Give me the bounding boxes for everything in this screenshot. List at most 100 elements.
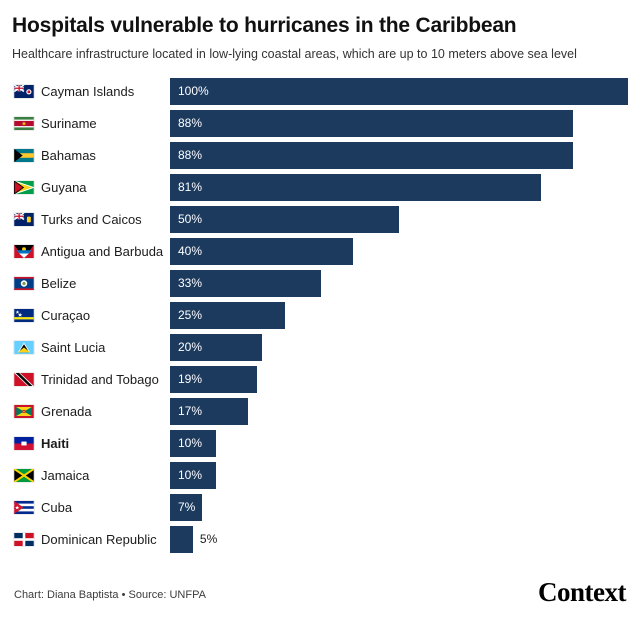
bar-track: 33%: [170, 269, 628, 297]
bar-track: 50%: [170, 205, 628, 233]
country-label: Guyana: [41, 179, 87, 195]
flag-grenada-icon: [14, 404, 34, 418]
flag-curacao-icon: [14, 308, 34, 322]
chart-row: Belize 33%: [12, 267, 628, 299]
country-label: Haiti: [41, 435, 70, 451]
bar-track: 5%: [170, 525, 628, 553]
value-label: 19%: [178, 372, 203, 386]
value-label: 10%: [178, 468, 203, 482]
row-label-cell: Suriname: [12, 116, 170, 131]
value-label: 7%: [178, 500, 196, 514]
chart-row: Antigua and Barbuda 40%: [12, 235, 628, 267]
country-label: Saint Lucia: [41, 339, 106, 355]
row-label-cell: Dominican Republic: [12, 532, 170, 547]
bar: 19%: [170, 365, 258, 393]
row-label-cell: Haiti: [12, 436, 170, 451]
chart-row: Haiti 10%: [12, 427, 628, 459]
flag-jamaica-icon: [14, 468, 34, 482]
chart-row: Suriname 88%: [12, 107, 628, 139]
bar: 10%: [170, 461, 216, 489]
chart-credit: Chart: Diana Baptista • Source: UNFPA: [14, 589, 206, 601]
bar: 50%: [170, 205, 399, 233]
chart-row: Dominican Republic 5%: [12, 523, 628, 555]
country-label: Bahamas: [41, 147, 96, 163]
bar: 100%: [170, 77, 628, 105]
country-label: Belize: [41, 275, 77, 291]
bar: 7%: [170, 493, 203, 521]
bar-track: 7%: [170, 493, 628, 521]
flag-cuba-icon: [14, 500, 34, 514]
chart-row: Cuba 7%: [12, 491, 628, 523]
value-label: 88%: [178, 148, 203, 162]
flag-suriname-icon: [14, 116, 34, 130]
row-label-cell: Trinidad and Tobago: [12, 372, 170, 387]
bar: 17%: [170, 397, 248, 425]
flag-cayman-icon: [14, 84, 34, 98]
row-label-cell: Grenada: [12, 404, 170, 419]
value-label: 10%: [178, 436, 203, 450]
chart-row: Saint Lucia 20%: [12, 331, 628, 363]
country-label: Turks and Caicos: [41, 211, 142, 227]
country-label: Grenada: [41, 403, 92, 419]
country-label: Curaçao: [41, 307, 91, 323]
country-label: Cuba: [41, 499, 73, 515]
value-label: 50%: [178, 212, 203, 226]
country-label: Jamaica: [41, 467, 90, 483]
bar-track: 10%: [170, 461, 628, 489]
context-logo: Context: [538, 577, 626, 607]
chart-row: Bahamas 88%: [12, 139, 628, 171]
chart-row: Curaçao 25%: [12, 299, 628, 331]
row-label-cell: Saint Lucia: [12, 340, 170, 355]
flag-saintlucia-icon: [14, 340, 34, 354]
bar: 88%: [170, 109, 574, 137]
flag-trinidad-icon: [14, 372, 34, 386]
chart-row: Grenada 17%: [12, 395, 628, 427]
bar: 20%: [170, 333, 262, 361]
chart-row: Trinidad and Tobago 19%: [12, 363, 628, 395]
bar-track: 88%: [170, 141, 628, 169]
value-label: 100%: [178, 84, 209, 98]
bar: 81%: [170, 173, 541, 201]
row-label-cell: Antigua and Barbuda: [12, 244, 170, 259]
country-label: Suriname: [41, 115, 97, 131]
chart-row: Cayman Islands 100%: [12, 75, 628, 107]
chart-title: Hospitals vulnerable to hurricanes in th…: [12, 14, 517, 37]
bar: 88%: [170, 141, 574, 169]
country-label: Cayman Islands: [41, 83, 135, 99]
flag-bahamas-icon: [14, 148, 34, 162]
footer: Chart: Diana Baptista • Source: UNFPA Co…: [12, 579, 628, 608]
bar-track: 10%: [170, 429, 628, 457]
bar-track: 17%: [170, 397, 628, 425]
flag-guyana-icon: [14, 180, 34, 194]
flag-dominican-icon: [14, 532, 34, 546]
bar: 25%: [170, 301, 285, 329]
value-label: 5%: [199, 532, 218, 546]
chart-row: Jamaica 10%: [12, 459, 628, 491]
row-label-cell: Cayman Islands: [12, 84, 170, 99]
flag-haiti-icon: [14, 436, 34, 450]
chart-row: Turks and Caicos 50%: [12, 203, 628, 235]
flag-turks-icon: [14, 212, 34, 226]
value-label: 20%: [178, 340, 203, 354]
value-label: 25%: [178, 308, 203, 322]
value-label: 88%: [178, 116, 203, 130]
row-label-cell: Bahamas: [12, 148, 170, 163]
value-label: 17%: [178, 404, 203, 418]
country-label: Dominican Republic: [41, 531, 157, 547]
chart-subtitle: Healthcare infrastructure located in low…: [12, 47, 577, 61]
bar-track: 81%: [170, 173, 628, 201]
flag-belize-icon: [14, 276, 34, 290]
chart-row: Guyana 81%: [12, 171, 628, 203]
bar-track: 20%: [170, 333, 628, 361]
value-label: 33%: [178, 276, 203, 290]
row-label-cell: Belize: [12, 276, 170, 291]
value-label: 81%: [178, 180, 203, 194]
bar-track: 100%: [170, 77, 628, 105]
bar: 40%: [170, 237, 354, 265]
bar-track: 25%: [170, 301, 628, 329]
bar-chart: Cayman Islands 100% Suriname 88% Bahamas 88% G…: [12, 75, 628, 579]
row-label-cell: Guyana: [12, 180, 170, 195]
row-label-cell: Jamaica: [12, 468, 170, 483]
bar: [170, 525, 193, 553]
country-label: Trinidad and Tobago: [41, 371, 159, 387]
